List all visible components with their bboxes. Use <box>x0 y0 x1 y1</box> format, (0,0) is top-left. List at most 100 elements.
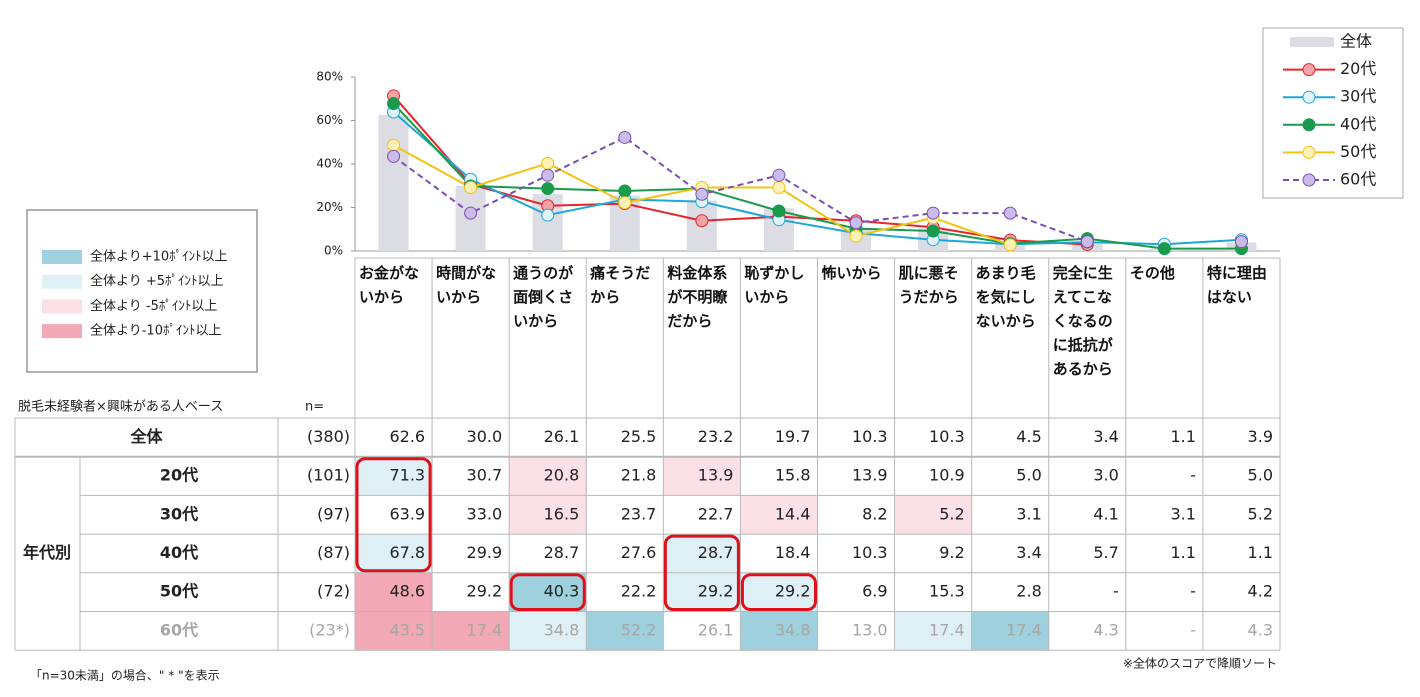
marker <box>387 97 401 111</box>
cell-value: 26.1 <box>544 427 580 446</box>
cell-value: 34.8 <box>775 620 811 639</box>
marker <box>1234 235 1248 249</box>
cell-value: 10.3 <box>852 543 888 562</box>
cell-value: 3.0 <box>1093 466 1118 485</box>
n-header: n= <box>305 400 324 415</box>
row-label: 40代 <box>160 543 198 562</box>
cell-value: 3.1 <box>1170 504 1195 523</box>
legend-marker <box>1302 63 1316 77</box>
cell-shade <box>740 495 818 535</box>
marker <box>772 204 786 218</box>
marker <box>926 224 940 238</box>
marker <box>387 149 401 163</box>
row-label: 20代 <box>160 466 198 485</box>
row-n: (23*) <box>309 620 350 639</box>
cell-shade <box>894 495 972 535</box>
cell-value: 2.8 <box>1016 582 1041 601</box>
legend-marker <box>1302 145 1316 159</box>
cell-value: 1.1 <box>1170 427 1195 446</box>
callout <box>509 573 586 611</box>
cell-value: 15.3 <box>929 582 965 601</box>
cell-value: 26.1 <box>698 620 734 639</box>
series-line <box>392 111 1242 246</box>
cell-shade <box>971 611 1049 651</box>
footnote-left: 「n=30未満」の場合、" * "を表示 <box>30 668 220 683</box>
cell-value: 22.7 <box>698 504 734 523</box>
marker <box>1003 238 1017 252</box>
y-tick-label: 0% <box>324 244 343 258</box>
cell-value: - <box>1190 466 1196 485</box>
cell-shade <box>355 456 433 496</box>
cell-shade <box>355 611 433 651</box>
row-label: 30代 <box>160 504 198 523</box>
cell-value: 17.4 <box>1006 620 1042 639</box>
cell-value: 4.2 <box>1248 582 1273 601</box>
marker <box>464 206 478 220</box>
y-tick-label: 60% <box>316 113 343 127</box>
marker <box>541 208 555 222</box>
y-tick-label: 40% <box>316 157 343 171</box>
cell-value: 18.4 <box>775 543 811 562</box>
cell-value: - <box>1190 620 1196 639</box>
column-header: 痛そうだから <box>590 264 651 306</box>
legend-marker <box>1302 118 1316 132</box>
column-header: あまり毛を気にしないから <box>975 264 1036 330</box>
cell-value: 29.2 <box>698 582 734 601</box>
marker <box>541 168 555 182</box>
legend-label: 20代 <box>1340 59 1376 78</box>
shade-legend-box <box>26 209 258 373</box>
cell-value: 21.8 <box>621 466 657 485</box>
column-header: 料金体系が不明瞭だから <box>667 264 728 330</box>
cell-value: 3.1 <box>1016 504 1041 523</box>
cell-value: 23.7 <box>621 504 657 523</box>
marker <box>618 196 632 210</box>
legend-label: 40代 <box>1340 114 1376 133</box>
marker <box>464 180 478 194</box>
cell-value: 33.0 <box>467 504 503 523</box>
cell-value: 1.1 <box>1248 543 1273 562</box>
cell-shade <box>740 611 818 651</box>
cell-shade <box>509 456 587 496</box>
cell-shade <box>663 456 741 496</box>
cell-value: 29.9 <box>467 543 503 562</box>
column-header: お金がないから <box>359 264 420 306</box>
cell-shade <box>740 572 818 612</box>
cell-shade <box>432 611 510 651</box>
cell-value: 17.4 <box>467 620 503 639</box>
row-n: (97) <box>317 504 350 523</box>
row-label: 50代 <box>160 582 198 601</box>
cell-value: 48.6 <box>389 582 425 601</box>
column-header: 恥ずかしいから <box>744 264 805 306</box>
cell-value: 4.3 <box>1248 620 1273 639</box>
cell-value: 3.9 <box>1248 427 1273 446</box>
base-note: 脱毛未経験者×興味がある人ベース <box>18 400 223 415</box>
shade-swatch <box>42 324 82 339</box>
legend-label: 50代 <box>1340 142 1376 161</box>
cell-value: 1.1 <box>1170 543 1195 562</box>
cell-value: 13.9 <box>852 466 888 485</box>
cell-value: 3.4 <box>1093 427 1118 446</box>
cell-value: 63.9 <box>389 504 425 523</box>
row-label: 60代 <box>160 620 198 639</box>
column-header: 通うのが面倒くさいから <box>513 264 574 330</box>
shade-swatch <box>42 274 82 289</box>
column-header: 肌に悪そうだから <box>898 264 959 306</box>
marker <box>772 168 786 182</box>
cell-value: 10.3 <box>852 427 888 446</box>
column-header: 時間がないから <box>436 264 497 306</box>
cell-value: 8.2 <box>862 504 887 523</box>
cell-value: 4.3 <box>1093 620 1118 639</box>
marker <box>772 180 786 194</box>
legend-marker <box>1302 90 1316 104</box>
marker <box>387 138 401 152</box>
cell-value: 22.2 <box>621 582 657 601</box>
legend-label: 30代 <box>1340 87 1376 106</box>
cell-value: 28.7 <box>544 543 580 562</box>
cell-value: 25.5 <box>621 427 657 446</box>
row-n: (380) <box>307 427 350 446</box>
cell-value: 20.8 <box>544 466 580 485</box>
cell-value: 16.5 <box>544 504 580 523</box>
y-tick-label: 80% <box>316 70 343 84</box>
cell-shade <box>509 495 587 535</box>
